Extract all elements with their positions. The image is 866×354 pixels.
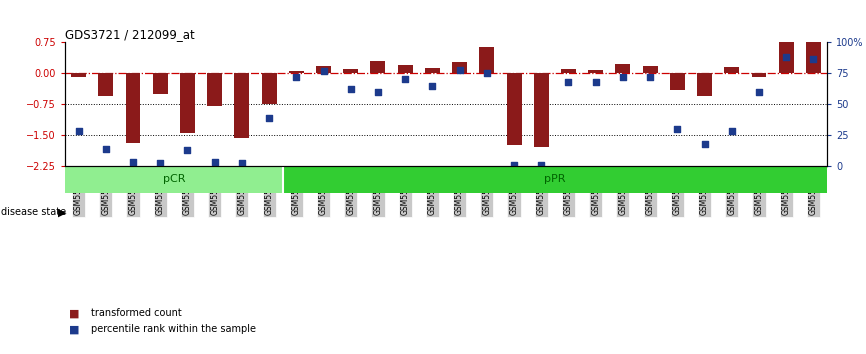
Bar <box>262 73 276 104</box>
Text: disease state: disease state <box>1 207 66 217</box>
FancyBboxPatch shape <box>65 166 282 193</box>
Bar <box>670 73 685 90</box>
Point <box>534 162 548 167</box>
Bar <box>397 65 412 73</box>
Bar <box>561 69 576 73</box>
Bar <box>288 71 304 73</box>
Bar <box>452 62 467 73</box>
Point <box>752 89 766 95</box>
Point <box>670 126 684 132</box>
Point <box>616 74 630 80</box>
Point <box>262 115 276 120</box>
Point <box>425 83 439 88</box>
Point <box>806 56 820 61</box>
Point <box>153 160 167 166</box>
Point <box>779 55 793 60</box>
Point <box>561 79 575 85</box>
Bar <box>71 73 86 76</box>
FancyBboxPatch shape <box>282 166 841 193</box>
Bar <box>480 47 494 73</box>
Bar <box>533 73 549 147</box>
Bar <box>316 66 331 73</box>
Point <box>235 160 249 166</box>
Bar <box>207 73 222 106</box>
Text: ▶: ▶ <box>58 207 67 217</box>
Point <box>371 89 385 95</box>
Bar <box>616 64 630 73</box>
Bar <box>697 73 712 96</box>
Point <box>643 74 657 80</box>
Point <box>126 159 140 165</box>
Bar <box>235 73 249 138</box>
Bar <box>152 73 168 94</box>
Bar <box>126 73 140 143</box>
Point <box>99 146 113 152</box>
Bar <box>343 69 359 73</box>
Text: pCR: pCR <box>163 175 185 184</box>
Point <box>480 70 494 76</box>
Text: GDS3721 / 212099_at: GDS3721 / 212099_at <box>65 28 195 41</box>
Point <box>344 86 358 92</box>
Point <box>208 159 222 165</box>
Bar <box>425 68 440 73</box>
Bar <box>588 70 603 73</box>
Bar <box>643 66 657 73</box>
Bar <box>98 73 113 96</box>
Point <box>180 147 194 153</box>
Bar <box>806 41 821 73</box>
Text: transformed count: transformed count <box>91 308 182 318</box>
Point <box>289 74 303 80</box>
Bar <box>752 73 766 78</box>
Point <box>398 77 412 82</box>
Bar <box>724 67 740 73</box>
Bar <box>779 40 793 73</box>
Text: ■: ■ <box>69 324 80 334</box>
Text: ■: ■ <box>69 308 80 318</box>
Point <box>453 67 467 73</box>
Point <box>317 68 331 74</box>
Point <box>589 79 603 85</box>
Point <box>725 129 739 134</box>
Bar <box>507 73 521 145</box>
Bar <box>371 61 385 73</box>
Text: pPR: pPR <box>544 175 565 184</box>
Point <box>698 141 712 147</box>
Point <box>72 129 86 134</box>
Point <box>507 162 521 167</box>
Text: percentile rank within the sample: percentile rank within the sample <box>91 324 256 334</box>
Bar <box>180 73 195 133</box>
